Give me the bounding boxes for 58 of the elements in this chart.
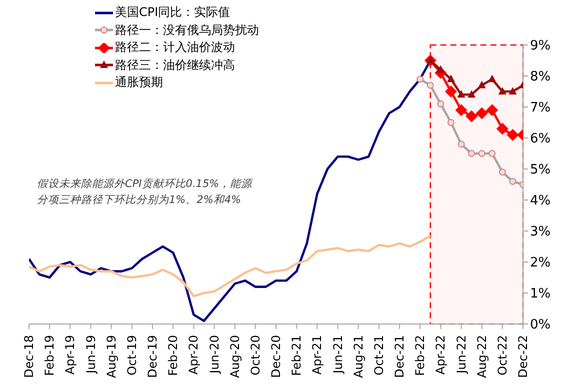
point — [486, 104, 498, 116]
annotation: 假设未来除能源外CPI贡献环比0.15%，能源 — [37, 177, 252, 192]
x-tick-label: Feb-21 — [290, 335, 304, 376]
x-tick-label: Oct-19 — [124, 335, 139, 376]
y-tick-label: 3% — [530, 224, 551, 240]
point — [446, 74, 455, 82]
point — [457, 90, 466, 98]
x-tick-label: Apr-22 — [434, 335, 448, 375]
x-tick-label: Dec-21 — [392, 335, 406, 378]
y-tick-label: 1% — [530, 286, 551, 302]
x-tick-label: Apr-19 — [63, 335, 78, 375]
y-tick-label: 5% — [530, 162, 551, 178]
x-tick-label: Oct-21 — [372, 335, 386, 376]
y-tick-label: 2% — [530, 256, 551, 271]
point — [488, 74, 496, 82]
line-series — [29, 234, 432, 298]
y-tick-label: 6% — [530, 132, 551, 147]
x-tick-label: Jun-22 — [454, 335, 468, 374]
legend-label: 路径一：没有俄乌局势扰动 — [115, 22, 259, 38]
x-tick-label: Dec-22 — [516, 335, 530, 378]
point — [468, 90, 476, 98]
point — [498, 87, 506, 94]
x-tick-label: Apr-20 — [186, 335, 201, 375]
x-tick-label: Feb-22 — [413, 335, 428, 376]
point — [436, 65, 445, 73]
y-tick-label: 4% — [530, 194, 551, 209]
legend-label: 路径二：计入油价波动 — [115, 39, 235, 56]
point — [466, 110, 478, 122]
legend-label: 通胀预期 — [115, 74, 163, 91]
point — [476, 107, 488, 120]
x-tick-label: Feb-19 — [42, 335, 57, 376]
point — [478, 80, 486, 88]
point — [506, 128, 519, 141]
annotation: 分项三种路径下环比分别为1%、2%和4% — [37, 193, 242, 208]
x-tick-label: Apr-21 — [310, 335, 324, 375]
x-tick-label: Dec-18 — [22, 335, 36, 378]
x-tick-label: Aug-20 — [228, 335, 242, 378]
y-tick-label: 8% — [530, 70, 551, 85]
legend-label: 路径三：油价继续冲高 — [115, 56, 235, 74]
y-tick-label: 0% — [530, 318, 551, 333]
point — [444, 86, 457, 98]
point — [455, 104, 468, 116]
x-tick-label: Aug-21 — [351, 335, 366, 378]
point — [508, 87, 517, 94]
x-tick-label: Feb-20 — [166, 335, 180, 376]
x-tick-label: Jun-20 — [207, 335, 222, 374]
x-tick-label: Aug-22 — [474, 335, 489, 378]
x-tick-label: Dec-20 — [269, 335, 283, 378]
point — [496, 122, 508, 135]
y-tick-label: 9% — [530, 38, 551, 54]
x-tick-label: Oct-22 — [495, 335, 510, 376]
legend-label: 美国CPI同比：实际值 — [115, 4, 230, 21]
x-tick-label: Aug-19 — [104, 335, 118, 378]
x-tick-label: Dec-19 — [146, 335, 160, 378]
x-tick-label: Jun-19 — [84, 335, 98, 374]
y-tick-label: 7% — [530, 100, 551, 116]
x-tick-label: Jun-21 — [330, 335, 345, 374]
x-tick-label: Oct-20 — [248, 335, 262, 376]
